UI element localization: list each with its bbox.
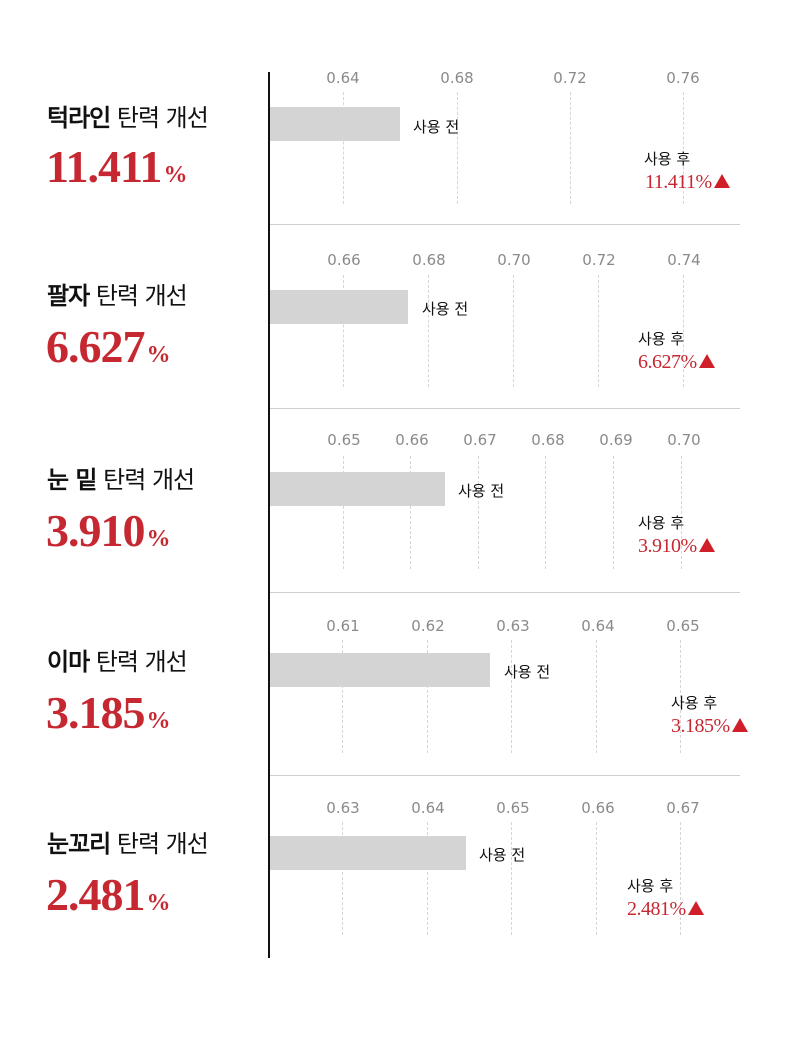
tick-label: 0.66 bbox=[581, 799, 615, 817]
after-value: 6.627% bbox=[638, 351, 715, 374]
tick-label: 0.66 bbox=[327, 251, 361, 269]
tick-label: 0.65 bbox=[666, 617, 700, 635]
gridline bbox=[513, 275, 514, 387]
gridline bbox=[342, 822, 343, 935]
panel-divider bbox=[270, 592, 740, 593]
after-value: 3.910% bbox=[638, 535, 715, 558]
tick-label: 0.68 bbox=[440, 69, 474, 87]
gridline bbox=[343, 92, 344, 204]
improvement-value: 2.481% bbox=[46, 869, 171, 920]
tick-label: 0.63 bbox=[496, 617, 530, 635]
after-label: 사용 후 bbox=[671, 694, 718, 712]
before-bar bbox=[270, 472, 445, 506]
gridline bbox=[457, 92, 458, 204]
gridline bbox=[596, 640, 597, 753]
tick-label: 0.64 bbox=[326, 69, 360, 87]
tick-label: 0.70 bbox=[497, 251, 531, 269]
tick-label: 0.76 bbox=[666, 69, 700, 87]
gridline bbox=[598, 275, 599, 387]
before-bar bbox=[270, 107, 400, 141]
improvement-value: 3.910% bbox=[46, 505, 171, 556]
tick-label: 0.69 bbox=[599, 431, 633, 449]
after-label: 사용 후 bbox=[638, 330, 685, 348]
before-bar bbox=[270, 836, 466, 870]
improvement-value: 6.627% bbox=[46, 321, 171, 372]
tick-label: 0.68 bbox=[412, 251, 446, 269]
after-label: 사용 후 bbox=[638, 514, 685, 532]
improvement-value: 11.411% bbox=[46, 141, 188, 192]
tick-label: 0.67 bbox=[666, 799, 700, 817]
tick-label: 0.63 bbox=[326, 799, 360, 817]
before-bar bbox=[270, 290, 408, 324]
up-triangle-icon bbox=[713, 174, 730, 188]
gridline bbox=[545, 456, 546, 569]
before-label: 사용 전 bbox=[458, 482, 505, 500]
tick-label: 0.70 bbox=[667, 431, 701, 449]
gridline bbox=[343, 275, 344, 387]
gridline bbox=[427, 640, 428, 753]
gridline bbox=[511, 640, 512, 753]
y-axis-line bbox=[268, 72, 270, 958]
before-label: 사용 전 bbox=[479, 846, 526, 864]
gridline bbox=[342, 640, 343, 753]
gridline bbox=[683, 275, 684, 387]
gridline bbox=[428, 275, 429, 387]
before-label: 사용 전 bbox=[413, 118, 460, 136]
gridline bbox=[680, 822, 681, 935]
before-label: 사용 전 bbox=[504, 663, 551, 681]
tick-label: 0.66 bbox=[395, 431, 429, 449]
tick-label: 0.68 bbox=[531, 431, 565, 449]
gridline bbox=[683, 92, 684, 204]
tick-label: 0.64 bbox=[411, 799, 445, 817]
panel-divider bbox=[270, 775, 740, 776]
tick-label: 0.72 bbox=[582, 251, 616, 269]
after-label: 사용 후 bbox=[627, 877, 674, 895]
before-bar bbox=[270, 653, 490, 687]
after-value: 3.185% bbox=[671, 715, 748, 738]
after-value: 11.411% bbox=[645, 171, 730, 194]
up-triangle-icon bbox=[731, 718, 748, 732]
tick-label: 0.65 bbox=[327, 431, 361, 449]
gridline bbox=[343, 456, 344, 569]
tick-label: 0.61 bbox=[326, 617, 360, 635]
panel-divider bbox=[270, 224, 740, 225]
improvement-value: 3.185% bbox=[46, 687, 171, 738]
gridline bbox=[478, 456, 479, 569]
gridline bbox=[680, 640, 681, 753]
gridline bbox=[596, 822, 597, 935]
gridline bbox=[410, 456, 411, 569]
tick-label: 0.74 bbox=[667, 251, 701, 269]
gridline bbox=[427, 822, 428, 935]
tick-label: 0.67 bbox=[463, 431, 497, 449]
panel-title: 턱라인 탄력 개선 bbox=[47, 104, 209, 132]
tick-label: 0.72 bbox=[553, 69, 587, 87]
gridline bbox=[570, 92, 571, 204]
gridline bbox=[613, 456, 614, 569]
after-value: 2.481% bbox=[627, 898, 704, 921]
panel-title: 눈 밑 탄력 개선 bbox=[47, 466, 195, 494]
gridline bbox=[511, 822, 512, 935]
panel-title: 이마 탄력 개선 bbox=[47, 648, 188, 676]
panel-title: 팔자 탄력 개선 bbox=[47, 282, 188, 310]
tick-label: 0.64 bbox=[581, 617, 615, 635]
up-triangle-icon bbox=[687, 901, 704, 915]
panel-divider bbox=[270, 408, 740, 409]
tick-label: 0.62 bbox=[411, 617, 445, 635]
after-label: 사용 후 bbox=[644, 150, 691, 168]
before-label: 사용 전 bbox=[422, 300, 469, 318]
panel-title: 눈꼬리 탄력 개선 bbox=[47, 830, 209, 858]
up-triangle-icon bbox=[698, 538, 715, 552]
up-triangle-icon bbox=[698, 354, 715, 368]
tick-label: 0.65 bbox=[496, 799, 530, 817]
gridline bbox=[681, 456, 682, 569]
